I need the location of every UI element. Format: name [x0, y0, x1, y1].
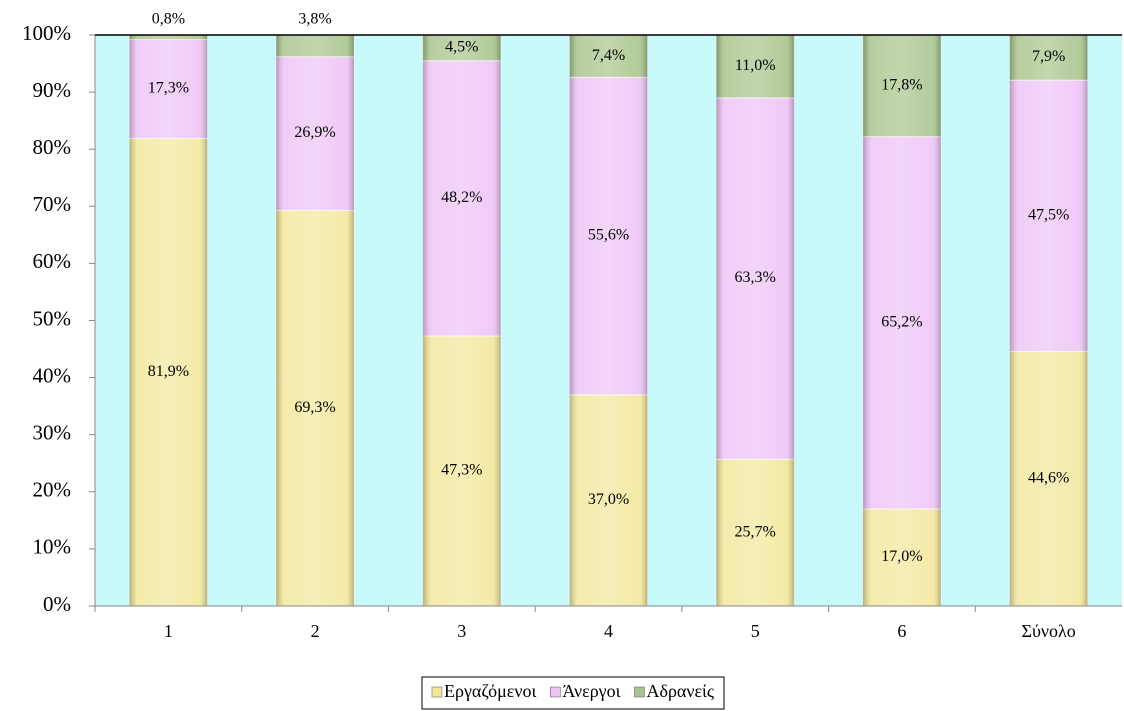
y-tick-label: 100% [22, 21, 71, 45]
y-tick-label: 0% [43, 592, 71, 616]
value-label: 44,6% [1028, 469, 1069, 486]
y-tick-label: 10% [33, 535, 72, 559]
value-label: 69,3% [294, 399, 335, 416]
value-label: 63,3% [735, 269, 776, 286]
x-tick-label: 3 [457, 621, 466, 641]
y-tick-label: 90% [33, 78, 72, 102]
value-label: 7,9% [1032, 48, 1065, 65]
value-label: 55,6% [588, 227, 629, 244]
value-label: 17,3% [148, 80, 189, 97]
x-tick-label: 5 [751, 621, 760, 641]
y-tick-label: 50% [33, 306, 72, 330]
value-label: 48,2% [441, 189, 482, 206]
x-tick-label: 1 [164, 621, 173, 641]
y-tick-label: 30% [33, 421, 72, 445]
value-label: 26,9% [294, 124, 335, 141]
y-tick-label: 60% [33, 249, 72, 273]
x-tick-label: 6 [897, 621, 906, 641]
legend-marker [550, 686, 561, 698]
y-tick-label: 70% [33, 192, 72, 216]
value-label: 37,0% [588, 491, 629, 508]
legend-label: Εργαζόμενοι [444, 681, 537, 701]
x-tick-label: 4 [604, 621, 613, 641]
value-label: 47,5% [1028, 206, 1069, 223]
value-label: 0,8% [152, 11, 185, 28]
legend: Εργαζόμενοι Άνεργοι Αδρανείς [421, 676, 725, 710]
value-label: 17,8% [881, 76, 922, 93]
x-tick-label: 2 [311, 621, 320, 641]
legend-label: Αδρανείς [646, 681, 714, 701]
value-label: 25,7% [735, 523, 776, 540]
value-label: 65,2% [881, 313, 922, 330]
legend-marker [431, 686, 443, 698]
value-label: 7,4% [592, 47, 625, 64]
value-label: 4,5% [445, 39, 478, 56]
value-label: 3,8% [298, 11, 331, 28]
value-label: 17,0% [881, 548, 922, 565]
legend-box [421, 676, 725, 710]
value-label: 47,3% [441, 462, 482, 479]
bar-segment [275, 34, 355, 58]
y-tick-label: 40% [33, 363, 72, 387]
legend-marker [634, 686, 645, 698]
y-tick-label: 20% [33, 478, 72, 502]
value-label: 11,0% [735, 57, 776, 74]
x-tick-label: Σύνολο [1022, 621, 1076, 641]
value-label: 81,9% [148, 363, 189, 380]
legend-label: Άνεργοι [562, 681, 620, 701]
y-tick-label: 80% [33, 135, 72, 159]
